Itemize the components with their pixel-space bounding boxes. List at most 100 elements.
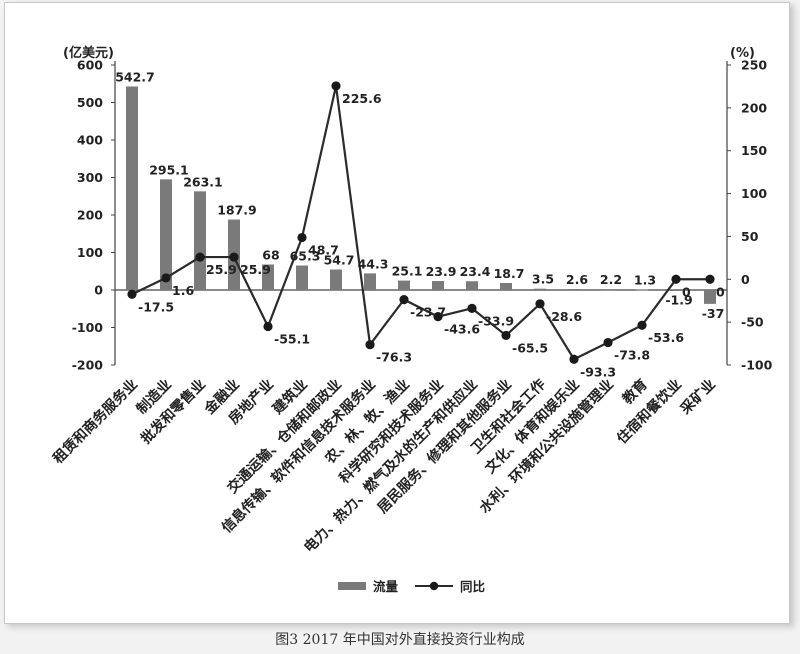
bar xyxy=(500,282,512,290)
yoy-value-label: -93.3 xyxy=(580,364,616,379)
right-tick-label: 250 xyxy=(741,58,767,73)
yoy-value-label: -53.6 xyxy=(648,330,684,345)
bar-value-label: 187.9 xyxy=(217,203,257,218)
left-tick-label: -100 xyxy=(72,320,104,335)
bar xyxy=(568,289,580,291)
line-series xyxy=(127,81,715,364)
bar-series xyxy=(126,86,716,304)
left-tick-label: 200 xyxy=(77,208,103,223)
yoy-point xyxy=(637,320,647,330)
left-tick-label: 100 xyxy=(77,245,103,260)
bar-value-label: 44.3 xyxy=(358,256,389,271)
yoy-value-label: -76.3 xyxy=(376,350,412,365)
yoy-point xyxy=(297,232,307,243)
bar-value-label: 54.7 xyxy=(324,252,355,267)
bar-value-label: 2.2 xyxy=(600,272,622,287)
bar xyxy=(432,281,444,290)
bar xyxy=(398,280,410,290)
bar-value-label: 3.5 xyxy=(532,272,554,287)
bar xyxy=(262,264,274,290)
legend-bar-swatch xyxy=(338,582,366,590)
bar xyxy=(330,269,342,290)
chart-frame: (亿美元) (%) 600 500 400 300 200 100 0 -100 -200 250… xyxy=(4,2,790,624)
yoy-point xyxy=(705,274,715,284)
bar-value-label: 263.1 xyxy=(183,174,223,189)
yoy-point xyxy=(569,354,579,364)
yoy-point xyxy=(331,81,341,91)
bar-value-label: 23.4 xyxy=(460,264,491,279)
yoy-point xyxy=(195,252,205,262)
bar-value-label: 542.7 xyxy=(115,69,155,84)
bar-value-label: 68 xyxy=(262,248,279,263)
legend: 流量 同比 xyxy=(338,579,486,594)
yoy-value-label: -17.5 xyxy=(138,299,174,314)
left-tick-label: 0 xyxy=(94,283,103,298)
yoy-value-label: 0 xyxy=(682,284,691,299)
category-label: 采矿业 xyxy=(676,376,718,418)
right-tick-label: 0 xyxy=(741,272,750,287)
yoy-line xyxy=(131,84,710,361)
legend-line-marker xyxy=(429,581,439,591)
yoy-point xyxy=(501,330,511,341)
bar xyxy=(194,191,206,290)
bar xyxy=(364,273,376,290)
yoy-point xyxy=(263,321,273,332)
bar xyxy=(602,289,614,291)
yoy-value-label: 48.7 xyxy=(308,243,339,258)
bar xyxy=(534,288,546,290)
yoy-value-label: -43.6 xyxy=(444,322,480,337)
axes: 6005004003002001000-100-2002502001501005… xyxy=(72,58,773,373)
bar-value-label: 25.1 xyxy=(392,264,423,279)
right-tick-label: 50 xyxy=(741,229,759,244)
legend-bar-label: 流量 xyxy=(373,579,399,594)
yoy-value-label: -65.5 xyxy=(512,340,548,355)
left-tick-label: 400 xyxy=(77,133,103,148)
right-tick-label: -50 xyxy=(741,315,764,330)
bar xyxy=(670,290,682,291)
bar-value-label: -37 xyxy=(702,306,725,321)
right-tick-label: 150 xyxy=(741,143,767,158)
bar xyxy=(160,179,172,290)
yoy-point xyxy=(467,303,477,313)
yoy-value-label: 1.6 xyxy=(172,283,194,298)
yoy-point xyxy=(365,340,375,350)
chart-canvas: (亿美元) (%) 6005004003002001000-100-200250… xyxy=(50,45,773,594)
bar xyxy=(296,265,308,290)
yoy-value-label: -23.7 xyxy=(410,305,446,320)
right-tick-label: -100 xyxy=(741,358,773,373)
yoy-point xyxy=(671,274,681,284)
bar xyxy=(466,281,478,290)
yoy-value-label: -33.9 xyxy=(478,313,514,328)
yoy-value-label: 25.9 xyxy=(206,262,237,277)
category-label: 租赁和商务服务业 xyxy=(50,376,141,467)
category-labels: 租赁和商务服务业制造业批发和零售业金融业房地产业建筑业交通运输、仓储和邮政业信息… xyxy=(50,376,719,556)
yoy-point xyxy=(229,252,239,262)
bar xyxy=(636,289,648,291)
yoy-point xyxy=(127,289,137,299)
left-tick-label: 600 xyxy=(77,58,103,73)
bar-value-label: 65.3 xyxy=(290,249,321,264)
bar-value-label: 2.6 xyxy=(566,272,588,287)
left-tick-label: 500 xyxy=(77,95,103,110)
yoy-point xyxy=(161,273,171,283)
bar-value-label: -1.9 xyxy=(665,293,692,308)
bar-value-label: 18.7 xyxy=(494,266,525,281)
yoy-value-label: 25.9 xyxy=(240,262,271,277)
right-axis-unit: (%) xyxy=(730,46,755,61)
left-axis-unit: (亿美元) xyxy=(63,45,114,61)
bar-value-label: 295.1 xyxy=(149,162,189,177)
right-tick-label: 100 xyxy=(741,186,767,201)
left-tick-label: -200 xyxy=(72,358,104,373)
yoy-point xyxy=(399,295,409,305)
bar xyxy=(704,290,716,304)
bar-value-label: 23.9 xyxy=(426,264,457,279)
yoy-point xyxy=(603,337,613,348)
bar-value-label: 1.3 xyxy=(634,273,656,288)
yoy-value-label: -28.6 xyxy=(546,309,582,324)
yoy-value-label: -73.8 xyxy=(614,348,650,363)
legend-line-label: 同比 xyxy=(460,579,486,594)
yoy-value-label: 225.6 xyxy=(342,91,382,106)
right-tick-label: 200 xyxy=(741,100,767,115)
figure-caption: 图3 2017 年中国对外直接投资行业构成 xyxy=(275,632,525,648)
